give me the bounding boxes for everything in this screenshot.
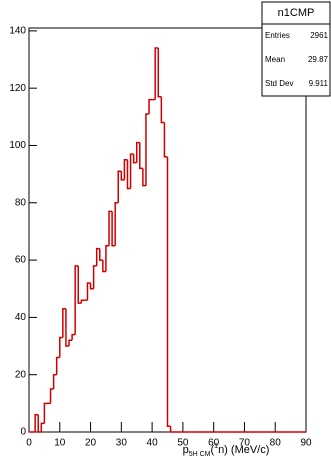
histogram-bin (114, 202, 119, 246)
histogram-bin (80, 299, 85, 304)
histogram-bin (117, 170, 122, 203)
stats-value: 2961 (310, 31, 328, 40)
histogram-bin (169, 426, 174, 433)
histogram-bin (99, 248, 103, 261)
histogram-bin (62, 308, 66, 338)
x-tick-label: 90 (300, 438, 312, 449)
x-tick-label: 80 (270, 438, 282, 449)
x-tick-label: 20 (85, 438, 97, 449)
stats-label: Std Dev (265, 79, 293, 88)
stats-title: n1CMP (278, 7, 315, 19)
stats-box: n1CMP Entries 2961 Mean 29.87 Std Dev 9.911 (261, 1, 331, 97)
histogram-bin (148, 98, 153, 114)
histogram-bin (135, 141, 140, 163)
histogram-bin (129, 153, 134, 189)
histogram-bin (86, 282, 91, 301)
histogram-bin (157, 48, 162, 98)
y-tick-label: 20 (15, 369, 27, 380)
stats-label: Mean (265, 55, 285, 64)
histogram-bin (37, 414, 42, 433)
histogram-bin (145, 113, 150, 186)
histogram-bin (120, 171, 125, 181)
stats-value: 29.87 (308, 55, 329, 64)
histogram-bin (108, 210, 113, 246)
x-tick-label: 50 (177, 438, 189, 449)
xlabel-part: 5H CM (189, 451, 211, 458)
histogram-bin (139, 142, 143, 170)
x-tick-label: 0 (26, 438, 32, 449)
histogram-bin (166, 156, 171, 428)
histogram-bin (68, 339, 73, 347)
histogram-bin (142, 168, 146, 187)
y-tick-label: 40 (15, 312, 27, 323)
stats-value: 9.911 (309, 79, 329, 88)
histogram-bin (126, 159, 131, 190)
x-tick-label: 60 (208, 438, 220, 449)
histogram-bin (160, 96, 165, 124)
histogram-bin (74, 265, 79, 335)
x-tick-label: 70 (239, 438, 251, 449)
y-tick-label: 0 (20, 427, 26, 438)
histogram-bin (65, 308, 70, 347)
histogram-bin (105, 245, 110, 272)
x-axis-label: p5H CM(1n) (MeV/c) (183, 443, 270, 458)
x-tick-label: 40 (147, 438, 159, 449)
histogram-bin (49, 388, 54, 404)
y-tick-label: 60 (15, 255, 27, 266)
histogram-bin (43, 402, 48, 424)
histogram-bin (123, 159, 128, 180)
y-tick-label: 140 (9, 26, 26, 37)
xlabel-part: n) (MeV/c) (218, 444, 269, 456)
x-tick-label: 10 (54, 438, 66, 449)
histogram-bin (111, 211, 116, 247)
y-tick-label: 100 (9, 140, 26, 151)
histogram-bin (89, 283, 94, 290)
histogram-bin (95, 247, 100, 266)
y-tick-label: 120 (9, 83, 26, 94)
histogram-bin (132, 154, 137, 164)
histogram-bin (55, 356, 60, 375)
xlabel-part: p (183, 444, 189, 456)
histogram-bin (52, 373, 57, 390)
stats-label: Entries (265, 31, 290, 40)
histogram-bin (163, 122, 168, 158)
xlabel-part: 1 (214, 443, 218, 450)
histogram-bin (40, 422, 45, 432)
histogram-bin (102, 260, 106, 273)
histogram-bin (59, 336, 63, 358)
histogram-bin (77, 265, 82, 304)
y-tick-label: 80 (15, 197, 27, 208)
frame (28, 27, 307, 433)
histogram-bin (154, 47, 159, 100)
stats-frame (261, 1, 331, 97)
histogram-bin (34, 414, 39, 432)
xlabel-part: ( (210, 444, 214, 456)
histogram-bin (92, 265, 97, 289)
x-tick-label: 30 (116, 438, 128, 449)
histogram-bin (71, 333, 76, 341)
